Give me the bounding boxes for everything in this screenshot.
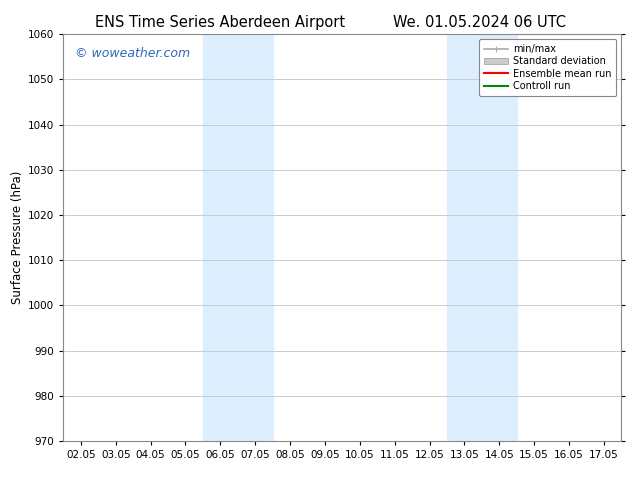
Bar: [203, 34, 273, 441]
Y-axis label: Surface Pressure (hPa): Surface Pressure (hPa): [11, 171, 24, 304]
Bar: [447, 34, 517, 441]
Text: © woweather.com: © woweather.com: [75, 47, 190, 59]
Text: ENS Time Series Aberdeen Airport: ENS Time Series Aberdeen Airport: [95, 15, 346, 30]
Legend: min/max, Standard deviation, Ensemble mean run, Controll run: min/max, Standard deviation, Ensemble me…: [479, 39, 616, 96]
Text: We. 01.05.2024 06 UTC: We. 01.05.2024 06 UTC: [393, 15, 566, 30]
